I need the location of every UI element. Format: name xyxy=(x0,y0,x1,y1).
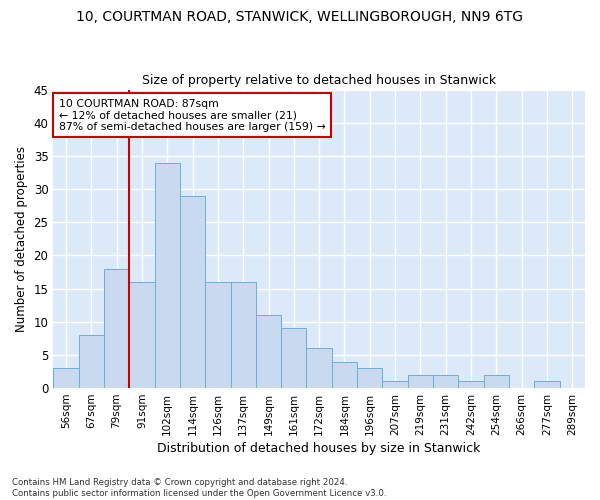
X-axis label: Distribution of detached houses by size in Stanwick: Distribution of detached houses by size … xyxy=(157,442,481,455)
Text: 10 COURTMAN ROAD: 87sqm
← 12% of detached houses are smaller (21)
87% of semi-de: 10 COURTMAN ROAD: 87sqm ← 12% of detache… xyxy=(59,98,325,132)
Bar xyxy=(256,315,281,388)
Bar xyxy=(104,268,129,388)
Bar xyxy=(433,375,458,388)
Bar xyxy=(484,375,509,388)
Bar xyxy=(53,368,79,388)
Y-axis label: Number of detached properties: Number of detached properties xyxy=(15,146,28,332)
Bar xyxy=(332,362,357,388)
Bar xyxy=(205,282,230,388)
Text: Contains HM Land Registry data © Crown copyright and database right 2024.
Contai: Contains HM Land Registry data © Crown c… xyxy=(12,478,386,498)
Bar xyxy=(230,282,256,388)
Bar xyxy=(382,382,408,388)
Bar xyxy=(408,375,433,388)
Bar xyxy=(281,328,307,388)
Bar xyxy=(357,368,382,388)
Bar xyxy=(129,282,155,388)
Bar xyxy=(535,382,560,388)
Bar xyxy=(155,162,180,388)
Bar xyxy=(180,196,205,388)
Bar xyxy=(307,348,332,388)
Bar xyxy=(79,335,104,388)
Bar xyxy=(458,382,484,388)
Text: 10, COURTMAN ROAD, STANWICK, WELLINGBOROUGH, NN9 6TG: 10, COURTMAN ROAD, STANWICK, WELLINGBORO… xyxy=(77,10,523,24)
Title: Size of property relative to detached houses in Stanwick: Size of property relative to detached ho… xyxy=(142,74,496,87)
